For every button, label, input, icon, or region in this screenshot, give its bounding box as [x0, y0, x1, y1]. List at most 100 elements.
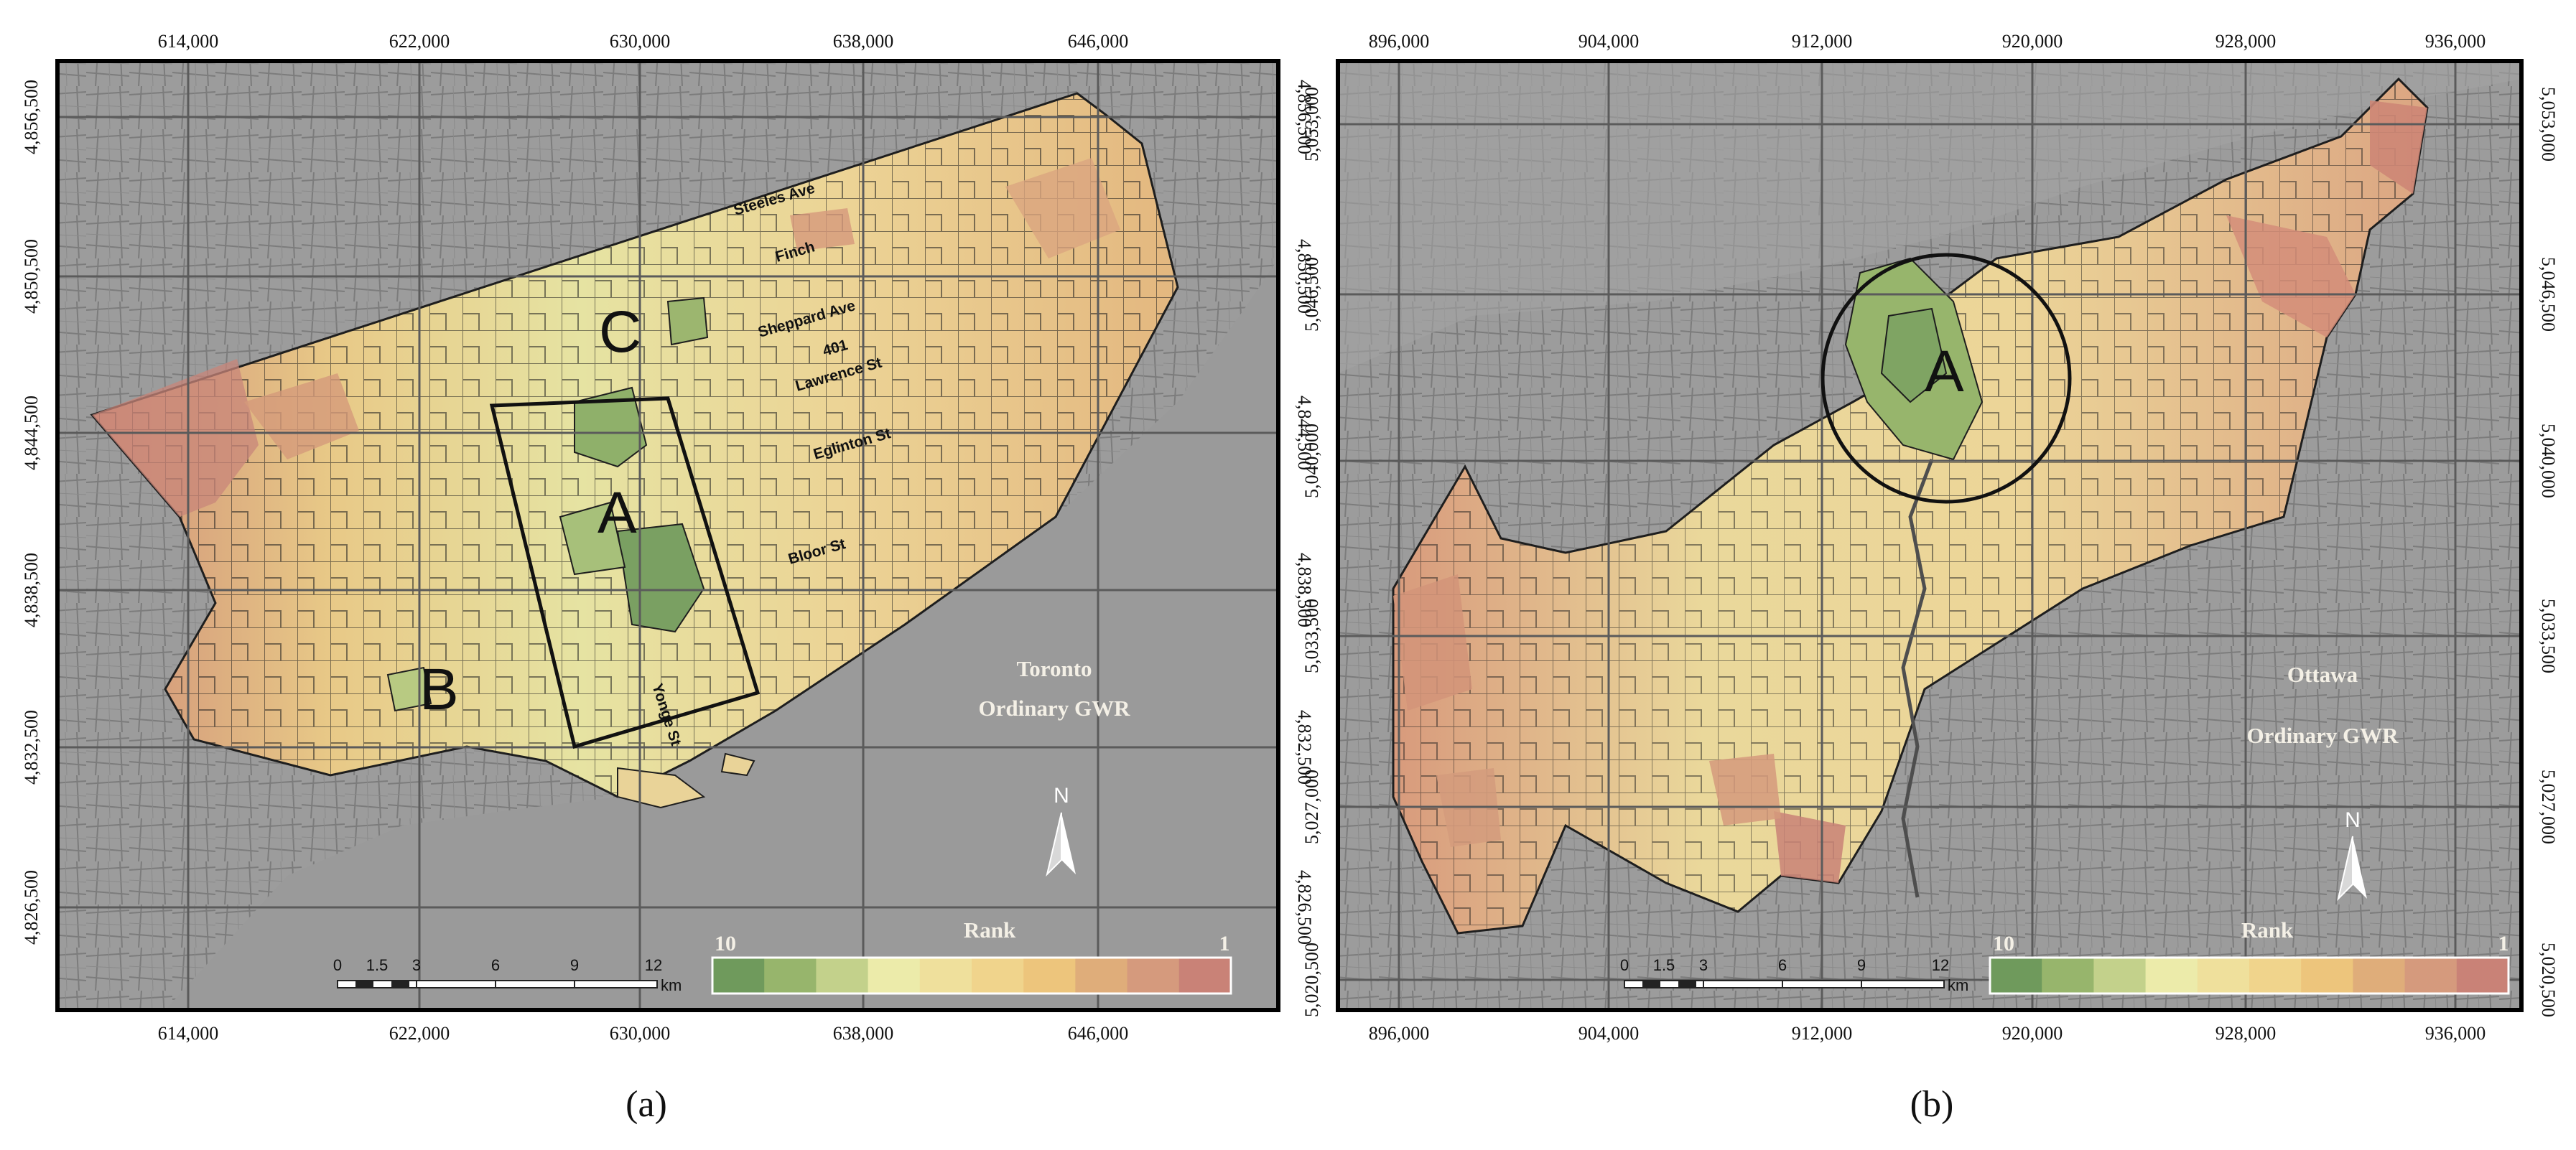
toronto-scale-12: 12 — [645, 956, 662, 974]
ottawa-scale-0: 0 — [1620, 956, 1629, 974]
ottawa-census-tracts — [1392, 77, 2429, 935]
ottawa-xtick-bottom-5: 936,000 — [2425, 1023, 2486, 1044]
toronto-legend-swatch-9 — [1127, 958, 1180, 994]
ottawa-xtick-top-2: 912,000 — [1792, 31, 1853, 52]
ottawa-legend-swatch-5 — [2197, 958, 2250, 994]
toronto-scale-1-5: 1.5 — [366, 956, 389, 974]
ottawa-axis-labels: 896,000 904,000 912,000 920,000 928,000 … — [1301, 31, 2559, 1044]
ottawa-ytick-left-3: 5,033,500 — [1301, 599, 1322, 673]
ottawa-ytick-right-2: 5,040,000 — [2538, 424, 2559, 498]
toronto-xtick-top-4: 646,000 — [1068, 31, 1129, 52]
toronto-map-panel: Steeles Ave Finch Sheppard Ave 401 Lawre… — [21, 31, 1315, 1125]
toronto-graticule — [57, 61, 1278, 1010]
toronto-ytick-right-4: 4,832,500 — [1294, 710, 1315, 785]
ottawa-ytick-right-1: 5,046,500 — [2538, 257, 2559, 332]
toronto-map-title: Toronto — [1016, 656, 1092, 681]
ottawa-panel-caption: (b) — [1910, 1084, 1954, 1125]
ottawa-xtick-top-3: 920,000 — [2002, 31, 2063, 52]
ottawa-xtick-top-5: 936,000 — [2425, 31, 2486, 52]
toronto-ytick-left-1: 4,850,500 — [21, 239, 42, 314]
toronto-legend-ramp — [712, 958, 1232, 994]
ottawa-ytick-right-4: 5,027,000 — [2538, 770, 2559, 844]
toronto-ytick-left-2: 4,844,500 — [21, 396, 42, 470]
ottawa-scale-1-5: 1.5 — [1653, 956, 1675, 974]
ottawa-xtick-bottom-0: 896,000 — [1369, 1023, 1430, 1044]
toronto-legend-swatch-5 — [919, 958, 972, 994]
ottawa-scale-6: 6 — [1778, 956, 1787, 974]
ottawa-ytick-right-0: 5,053,000 — [2538, 87, 2559, 162]
ottawa-north-arrow: N — [2337, 808, 2367, 902]
toronto-legend-swatch-10 — [1178, 958, 1232, 994]
toronto-xtick-top-1: 622,000 — [389, 31, 450, 52]
ottawa-legend-swatch-7 — [2301, 958, 2353, 994]
toronto-xtick-top-3: 638,000 — [833, 31, 894, 52]
toronto-ytick-right-1: 4,850,500 — [1294, 239, 1315, 314]
toronto-legend-swatch-4 — [868, 958, 921, 994]
ottawa-map-title: Ottawa — [2287, 662, 2358, 687]
ottawa-map-frame — [1336, 59, 2524, 1012]
toronto-ytick-right-0: 4,856,500 — [1294, 80, 1315, 154]
ottawa-legend-left: 10 — [1993, 932, 2014, 955]
toronto-scale-9: 9 — [570, 956, 579, 974]
toronto-ytick-right-2: 4,844,500 — [1294, 396, 1315, 470]
ottawa-map-panel: A Ottawa Ordinary GWR N 0 1.5 3 6 9 12 k… — [1301, 31, 2559, 1125]
ottawa-ytick-right-3: 5,033,500 — [2538, 599, 2559, 673]
toronto-scale-bar: 0 1.5 3 6 9 12 km — [333, 956, 682, 994]
ottawa-xtick-bottom-4: 928,000 — [2215, 1023, 2277, 1044]
ottawa-ytick-left-2: 5,040,000 — [1301, 424, 1322, 498]
ottawa-legend-swatch-1 — [1990, 958, 2042, 994]
toronto-xtick-top-0: 614,000 — [158, 31, 219, 52]
ottawa-legend-swatch-6 — [2249, 958, 2302, 994]
ottawa-legend-swatch-2 — [2042, 958, 2094, 994]
ottawa-area-label-a: A — [1925, 339, 1964, 404]
ottawa-scale-unit: km — [1948, 976, 1968, 994]
ottawa-xtick-bottom-1: 904,000 — [1578, 1023, 1640, 1044]
toronto-north-label: N — [1054, 784, 1069, 808]
ottawa-scale-3: 3 — [1699, 956, 1708, 974]
ottawa-ytick-left-1: 5,046,500 — [1301, 257, 1322, 332]
ottawa-north-label: N — [2345, 808, 2361, 832]
ottawa-scale-12: 12 — [1932, 956, 1949, 974]
toronto-panel-caption: (a) — [626, 1084, 667, 1125]
toronto-map-frame — [55, 59, 1280, 1012]
ottawa-map-subtitle: Ordinary GWR — [2247, 723, 2399, 748]
ottawa-ytick-left-0: 5,053,000 — [1301, 87, 1322, 162]
ottawa-rank-legend: Rank 10 1 — [1989, 917, 2510, 995]
toronto-legend-swatch-1 — [712, 958, 765, 994]
toronto-scale-3: 3 — [412, 956, 421, 974]
toronto-area-label-c: C — [599, 299, 641, 365]
ottawa-area-a-circle — [1821, 253, 2072, 504]
toronto-legend-title: Rank — [964, 917, 1016, 943]
ottawa-legend-swatch-10 — [2456, 958, 2509, 994]
toronto-scale-unit: km — [661, 976, 682, 994]
toronto-ytick-right-3: 4,838,500 — [1294, 553, 1315, 627]
toronto-xtick-top-2: 630,000 — [610, 31, 671, 52]
toronto-ytick-left-0: 4,856,500 — [21, 80, 42, 154]
ottawa-legend-ramp — [1990, 958, 2509, 994]
toronto-area-label-b: B — [419, 657, 459, 722]
toronto-xtick-bottom-4: 646,000 — [1068, 1023, 1129, 1044]
ottawa-legend-swatch-3 — [2093, 958, 2147, 994]
toronto-ytick-left-5: 4,826,500 — [21, 870, 42, 945]
toronto-xtick-bottom-2: 630,000 — [610, 1023, 671, 1044]
toronto-ytick-left-3: 4,838,500 — [21, 553, 42, 627]
ottawa-xtick-bottom-3: 920,000 — [2002, 1023, 2063, 1044]
ottawa-ytick-left-4: 5,027,000 — [1301, 770, 1322, 844]
ottawa-xtick-bottom-2: 912,000 — [1792, 1023, 1853, 1044]
toronto-legend-left: 10 — [715, 932, 736, 955]
toronto-legend-swatch-3 — [816, 958, 869, 994]
toronto-ytick-left-4: 4,832,500 — [21, 710, 42, 785]
toronto-area-a-frame — [489, 396, 761, 749]
ottawa-xtick-top-1: 904,000 — [1578, 31, 1640, 52]
toronto-legend-swatch-8 — [1075, 958, 1128, 994]
toronto-islands — [617, 752, 755, 809]
toronto-legend-swatch-6 — [972, 958, 1024, 994]
ottawa-xtick-top-4: 928,000 — [2215, 31, 2277, 52]
ottawa-legend-right: 1 — [2498, 932, 2509, 955]
toronto-north-arrow: N — [1046, 784, 1076, 877]
lake-ontario-toronto — [165, 258, 1278, 1010]
ottawa-legend-swatch-4 — [2145, 958, 2198, 994]
ottawa-ytick-left-5: 5,020,500 — [1301, 943, 1322, 1017]
toronto-legend-swatch-7 — [1023, 958, 1076, 994]
